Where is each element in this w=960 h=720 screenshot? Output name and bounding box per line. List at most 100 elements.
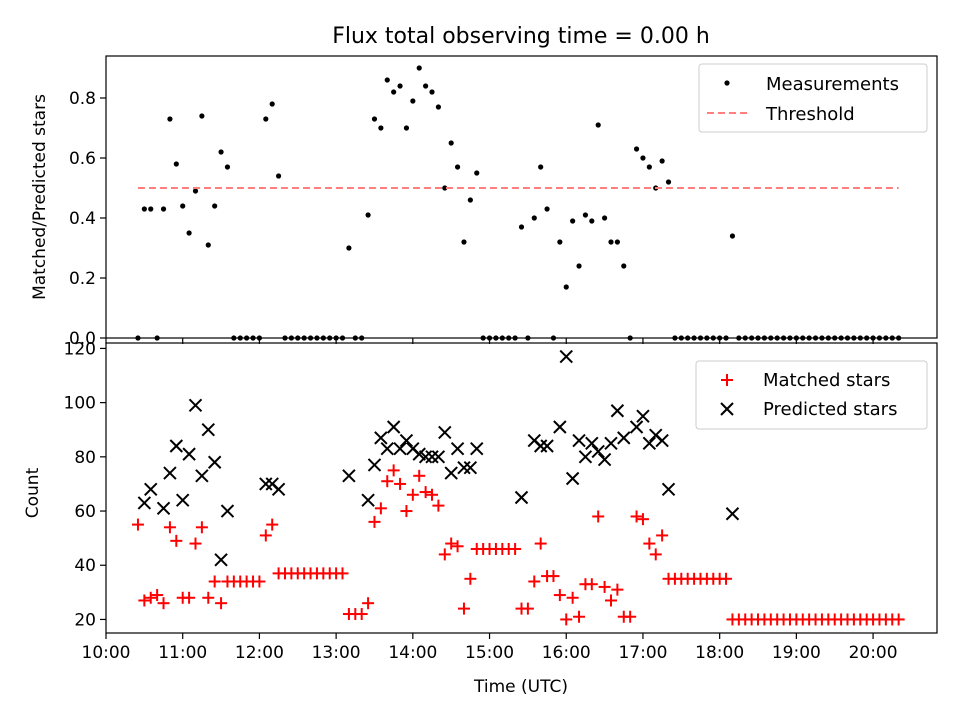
measurement-point	[212, 203, 218, 209]
measurement-point	[544, 206, 550, 212]
measurement-point	[614, 239, 620, 245]
measurement-point	[582, 212, 589, 218]
matched-point	[259, 529, 272, 542]
measurement-point	[263, 116, 269, 122]
matched-point	[451, 540, 464, 553]
matched-point	[355, 608, 368, 621]
legend-matched-label: Matched stars	[763, 370, 890, 391]
measurement-point	[665, 179, 672, 185]
predicted-point	[195, 469, 209, 483]
legend-measurements-label: Measurements	[766, 74, 899, 95]
legend-measurements-marker	[724, 80, 730, 86]
measurement-point	[199, 113, 205, 119]
measurement-point	[391, 89, 397, 95]
predicted-point	[137, 496, 152, 510]
predicted-point	[636, 409, 650, 423]
predicted-point	[361, 493, 375, 507]
x-tick-label: 12:00	[235, 643, 284, 663]
matched-point	[445, 537, 458, 550]
predicted-point	[399, 433, 414, 448]
measurement-point	[403, 125, 410, 131]
x-tick-label: 18:00	[695, 643, 744, 663]
legend-predicted-marker	[720, 402, 734, 416]
series-predicted-stars	[137, 349, 740, 567]
predicted-point	[444, 466, 458, 480]
predicted-point	[386, 420, 401, 434]
bottom-plot-marks	[131, 349, 905, 626]
top-y-tick-label: 0.6	[69, 149, 96, 169]
predicted-point	[207, 455, 222, 469]
x-tick-label: 19:00	[772, 643, 821, 663]
measurement-point	[531, 215, 537, 221]
predicted-point	[380, 441, 394, 456]
matched-point	[528, 575, 541, 588]
matched-point	[138, 594, 151, 607]
matched-point	[215, 597, 228, 610]
matched-point	[131, 518, 144, 531]
predicted-point	[578, 450, 593, 464]
measurement-point	[474, 170, 480, 176]
predicted-point	[156, 501, 171, 516]
predicted-point	[342, 469, 356, 483]
measurement-point	[416, 65, 422, 71]
matched-point	[387, 464, 400, 477]
predicted-point	[559, 349, 573, 364]
predicted-point	[374, 431, 388, 445]
predicted-point	[201, 423, 215, 437]
top-y-tick-label: 0.4	[69, 209, 96, 229]
measurement-point	[729, 233, 736, 239]
measurement-point	[435, 104, 441, 110]
measurement-point	[602, 215, 608, 221]
legend-matched-marker	[721, 374, 733, 386]
predicted-point	[457, 460, 471, 475]
predicted-point	[144, 482, 158, 497]
predicted-point	[450, 441, 465, 456]
measurement-point	[423, 83, 429, 89]
measurement-point	[640, 155, 646, 161]
matched-point	[336, 567, 349, 580]
matched-point	[534, 537, 547, 550]
predicted-point	[463, 460, 478, 475]
measurement-point	[275, 173, 282, 179]
predicted-point	[176, 493, 190, 507]
x-tick-label: 14:00	[388, 643, 437, 663]
predicted-point	[617, 431, 631, 445]
measurement-point	[595, 122, 601, 128]
matched-point	[195, 521, 208, 534]
measurement-point	[538, 164, 544, 170]
measurement-point	[397, 83, 403, 89]
measurement-point	[167, 116, 173, 122]
matched-point	[611, 583, 624, 596]
measurement-point	[205, 242, 211, 248]
matched-point	[604, 594, 617, 607]
matched-point	[438, 548, 451, 561]
top-y-axis-label: Matched/Predicted stars	[30, 94, 50, 300]
measurement-point	[378, 125, 384, 131]
predicted-point	[188, 398, 203, 413]
matched-point	[892, 613, 905, 626]
predicted-point	[259, 477, 273, 491]
bottom-y-tick-label: 40	[74, 556, 96, 576]
measurement-point	[160, 206, 167, 212]
matched-point	[208, 575, 221, 588]
matched-point	[649, 548, 662, 561]
x-tick-label: 17:00	[618, 643, 667, 663]
predicted-point	[470, 441, 484, 456]
measurement-point	[269, 101, 275, 107]
matched-point	[266, 518, 279, 531]
predicted-point	[572, 433, 586, 448]
measurement-point	[570, 218, 576, 224]
matched-point	[170, 534, 183, 547]
predicted-point	[514, 490, 529, 505]
matched-point	[560, 613, 573, 626]
measurement-point	[608, 239, 614, 245]
bottom-y-tick-label: 80	[74, 448, 96, 468]
x-tick-label: 16:00	[542, 643, 591, 663]
matched-point	[419, 486, 432, 499]
matched-point	[253, 575, 266, 588]
predicted-point	[655, 433, 669, 448]
measurement-point	[371, 116, 378, 122]
predicted-point	[182, 447, 196, 461]
series-matched-stars	[131, 464, 905, 626]
matched-point	[381, 475, 394, 488]
